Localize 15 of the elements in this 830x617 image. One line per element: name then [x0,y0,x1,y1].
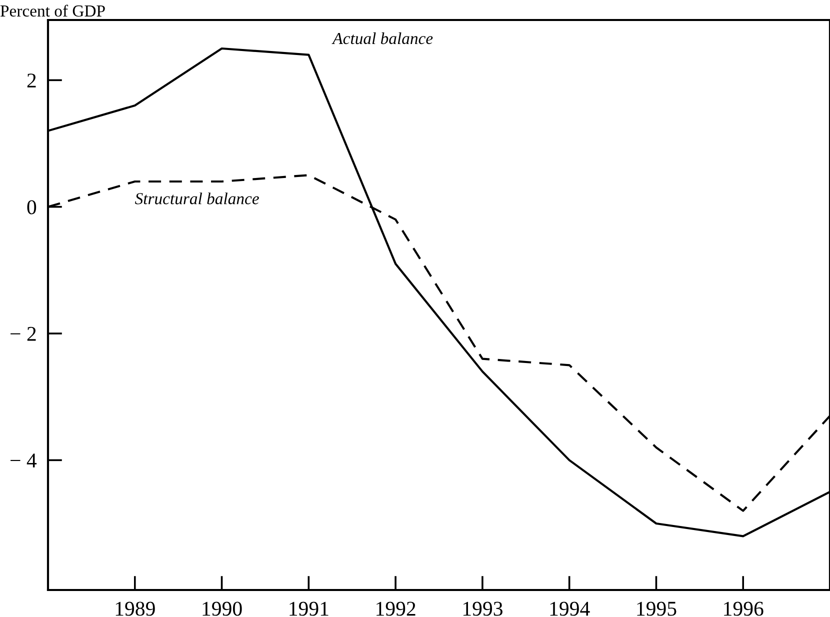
x-tick-label: 1996 [724,602,764,616]
annotation: Actual balance [332,32,433,44]
x-tick-label: 1993 [463,602,502,616]
y-tick-label: − 4 [10,454,37,468]
x-tick-label: 1990 [202,602,242,616]
y-axis-title: Percent of GDP [0,4,105,17]
y-tick-label: 0 [27,200,36,214]
x-tick-label: 1995 [637,602,676,616]
y-tick-label: 2 [27,74,36,88]
x-tick-label: 1992 [376,602,416,616]
x-tick-label: 1991 [290,602,328,616]
y-tick-label: − 2 [10,326,36,341]
x-tick-label: 1994 [550,602,590,616]
x-tick-label: 1989 [116,602,155,616]
annotation: Structural balance [134,192,259,204]
